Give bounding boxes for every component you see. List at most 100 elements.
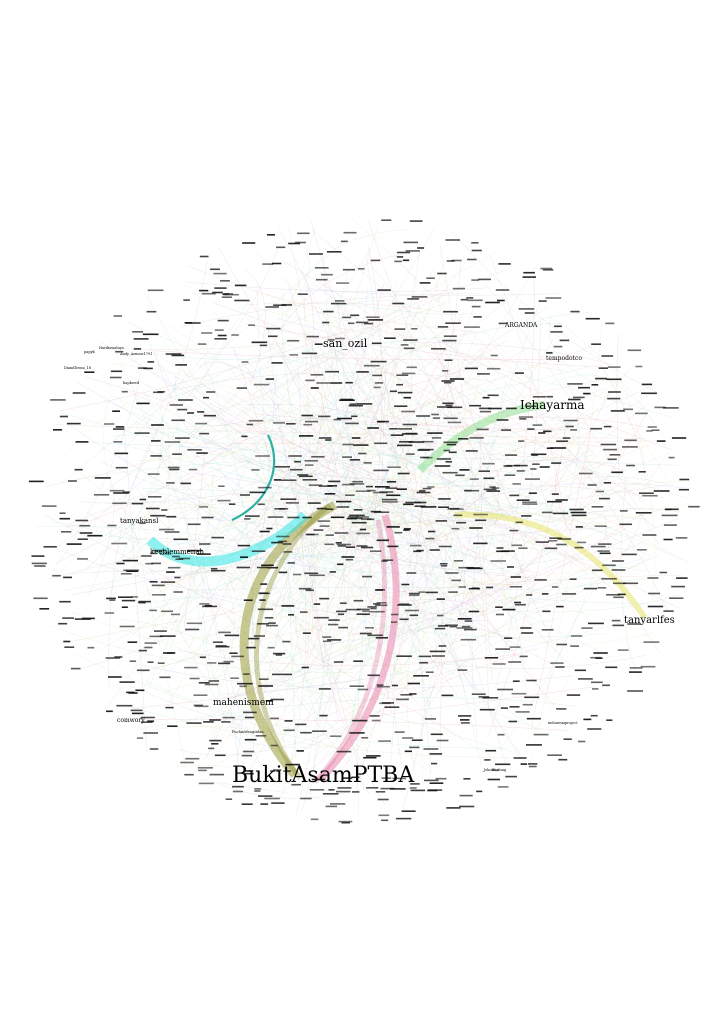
graph-edge bbox=[186, 226, 316, 530]
graph-node-glyph bbox=[522, 276, 536, 278]
graph-node-glyph bbox=[371, 342, 382, 345]
graph-edge bbox=[392, 281, 403, 693]
graph-node-glyph bbox=[213, 272, 227, 275]
graph-node-glyph bbox=[335, 337, 345, 340]
graph-node-glyph bbox=[506, 464, 521, 467]
graph-edge bbox=[304, 227, 379, 522]
graph-edge bbox=[140, 664, 574, 689]
graph-node-glyph bbox=[431, 413, 439, 416]
graph-edge bbox=[336, 445, 622, 778]
graph-node-glyph bbox=[374, 442, 388, 445]
graph-edge bbox=[103, 396, 140, 561]
graph-node-glyph bbox=[339, 399, 355, 401]
graph-node-glyph bbox=[428, 789, 443, 791]
graph-node-glyph bbox=[351, 415, 358, 418]
graph-node-glyph bbox=[570, 645, 579, 647]
graph-node-glyph bbox=[114, 656, 123, 658]
graph-edge bbox=[618, 374, 655, 603]
graph-node-glyph bbox=[571, 514, 587, 517]
graph-node-glyph bbox=[122, 559, 138, 562]
graph-edge bbox=[217, 246, 525, 664]
graph-edge bbox=[402, 404, 505, 810]
graph-node-glyph bbox=[447, 421, 462, 424]
graph-edge bbox=[421, 495, 507, 765]
graph-node-glyph bbox=[647, 605, 664, 608]
graph-node-glyph bbox=[212, 641, 223, 643]
graph-node-glyph bbox=[453, 560, 463, 562]
graph-edge bbox=[237, 475, 371, 515]
graph-node-glyph bbox=[556, 543, 567, 546]
graph-node-glyph bbox=[166, 571, 175, 573]
graph-edge bbox=[497, 505, 656, 611]
graph-edge bbox=[258, 308, 570, 372]
olive-edge-bundle-2 bbox=[254, 503, 332, 780]
graph-edge bbox=[181, 440, 667, 445]
graph-node-glyph bbox=[229, 503, 236, 505]
graph-edge bbox=[489, 255, 569, 545]
graph-node-glyph bbox=[166, 515, 177, 518]
graph-node-glyph bbox=[486, 586, 493, 589]
graph-edge bbox=[311, 221, 405, 454]
graph-node-glyph bbox=[311, 778, 326, 781]
graph-edge bbox=[135, 421, 415, 480]
graph-edge bbox=[420, 466, 681, 560]
graph-node-glyph bbox=[232, 785, 244, 788]
graph-node-glyph bbox=[387, 466, 401, 468]
graph-node-glyph bbox=[345, 494, 355, 496]
graph-edge bbox=[117, 618, 285, 701]
graph-node-glyph bbox=[569, 578, 577, 580]
graph-node-glyph bbox=[64, 646, 75, 648]
label-hardiawaluyo: Hardiawaluyo bbox=[99, 346, 124, 350]
graph-node-glyph bbox=[405, 453, 415, 455]
graph-edge bbox=[329, 408, 591, 645]
label-arganda: ARGANDA bbox=[504, 322, 538, 329]
graph-edge bbox=[431, 453, 670, 583]
graph-node-glyph bbox=[396, 488, 407, 490]
graph-node-glyph bbox=[526, 594, 533, 596]
graph-node-glyph bbox=[595, 490, 604, 493]
graph-node-glyph bbox=[285, 502, 299, 504]
graph-edge bbox=[276, 608, 548, 773]
graph-edge bbox=[348, 457, 374, 662]
label-ichayarma: Ichayarma bbox=[520, 398, 585, 412]
graph-node-glyph bbox=[356, 516, 370, 518]
graph-node-glyph bbox=[403, 528, 411, 530]
graph-node-glyph bbox=[364, 322, 374, 325]
graph-node-glyph bbox=[556, 643, 567, 646]
graph-edge bbox=[318, 346, 495, 509]
graph-node-glyph bbox=[264, 617, 274, 619]
graph-edge bbox=[101, 461, 404, 515]
graph-node-glyph bbox=[565, 425, 574, 428]
graph-node-glyph bbox=[532, 396, 546, 398]
graph-node-glyph bbox=[530, 468, 537, 470]
graph-node-glyph bbox=[243, 750, 255, 753]
graph-node-glyph bbox=[232, 790, 243, 793]
graph-edge bbox=[294, 629, 409, 673]
graph-node-glyph bbox=[396, 698, 409, 701]
graph-node-glyph bbox=[342, 443, 354, 446]
graph-edge bbox=[233, 431, 416, 703]
graph-node-glyph bbox=[399, 618, 409, 621]
graph-edge bbox=[154, 352, 195, 436]
graph-node-glyph bbox=[203, 721, 214, 723]
graph-node-glyph bbox=[273, 479, 281, 481]
graph-node-glyph bbox=[141, 555, 152, 557]
graph-node-glyph bbox=[127, 641, 138, 643]
graph-node-glyph bbox=[419, 490, 426, 492]
graph-edge bbox=[304, 284, 466, 694]
graph-node-glyph bbox=[313, 529, 324, 531]
graph-node-glyph bbox=[170, 613, 181, 616]
graph-node-glyph bbox=[404, 750, 412, 753]
graph-node-glyph bbox=[599, 552, 611, 555]
graph-node-glyph bbox=[437, 614, 444, 617]
graph-node-glyph bbox=[93, 494, 110, 496]
graph-node-glyph bbox=[165, 353, 182, 355]
graph-node-glyph bbox=[495, 289, 510, 291]
graph-edge bbox=[159, 335, 376, 639]
graph-node-glyph bbox=[429, 650, 446, 653]
graph-node-glyph bbox=[591, 343, 601, 345]
graph-node-glyph bbox=[342, 483, 355, 486]
graph-node-glyph bbox=[336, 790, 351, 793]
graph-edge bbox=[268, 253, 404, 352]
